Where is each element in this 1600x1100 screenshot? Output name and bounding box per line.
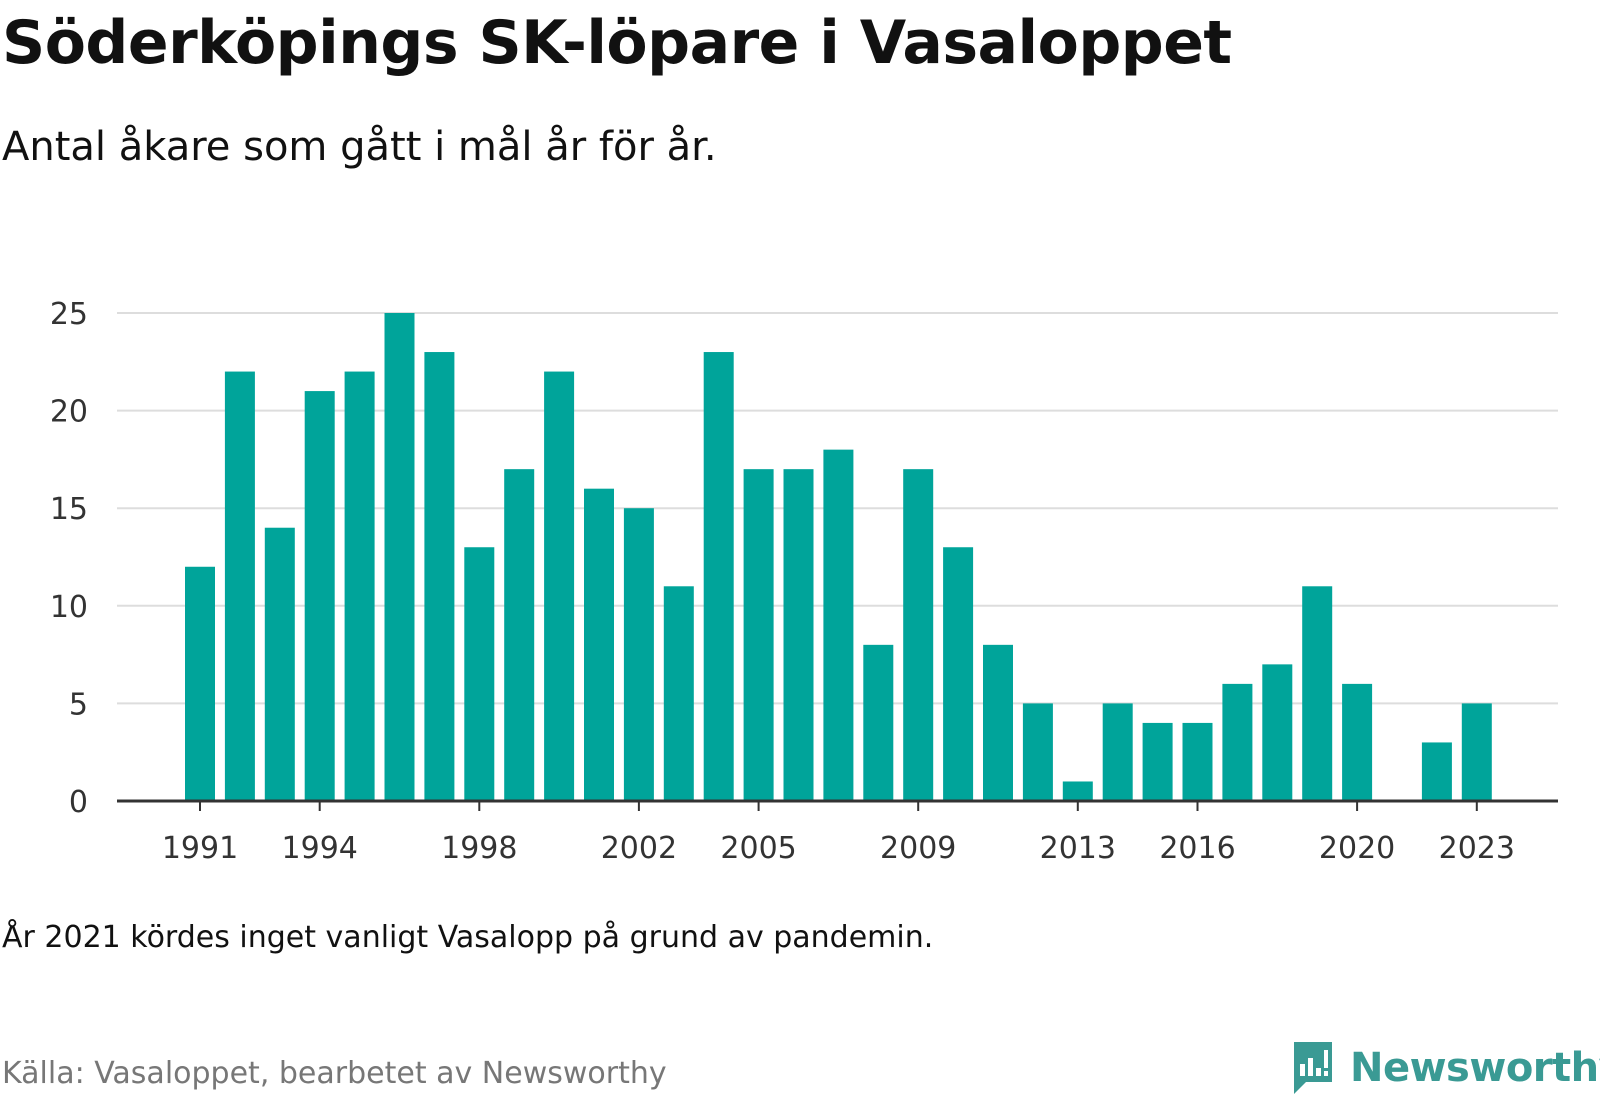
- y-tick-label: 25: [50, 297, 88, 332]
- bar-1995: [344, 371, 375, 801]
- bar-1991: [185, 566, 215, 801]
- chart-subtitle: Antal åkare som gått i mål år för år.: [2, 124, 717, 170]
- bar-2019: [1302, 586, 1333, 801]
- bar-1996: [384, 313, 415, 801]
- bar-2018: [1262, 664, 1293, 801]
- bar-2010: [943, 547, 974, 801]
- bar-2008: [863, 644, 894, 801]
- bar-2016: [1182, 722, 1213, 801]
- bar-2002: [623, 508, 654, 801]
- y-tick-label: 15: [50, 492, 88, 527]
- bar-1994: [304, 391, 335, 801]
- x-tick-label: 2005: [720, 831, 796, 866]
- bar-2009: [903, 469, 934, 801]
- x-tick-label: 1994: [282, 831, 358, 866]
- source-credit: Källa: Vasaloppet, bearbetet av Newswort…: [2, 1056, 667, 1091]
- bar-2015: [1142, 722, 1173, 801]
- bar-2020: [1342, 683, 1373, 801]
- x-tick-label: 2020: [1319, 831, 1395, 866]
- x-tick-label: 1991: [162, 831, 238, 866]
- bar-2003: [663, 586, 694, 801]
- bar-2004: [703, 352, 734, 801]
- bar-2017: [1222, 683, 1253, 801]
- y-tick-label: 10: [50, 590, 88, 625]
- bar-2022: [1421, 742, 1452, 801]
- y-tick-label: 20: [50, 395, 88, 430]
- x-tick-label: 2009: [880, 831, 956, 866]
- bar-chart: 0 5 10 15 20 25 1991 1994 1998 2002 2005 2009 2013 20…: [50, 297, 1558, 866]
- x-tick-label: 2016: [1159, 831, 1235, 866]
- y-tick-label: 5: [69, 687, 88, 722]
- bar-1999: [504, 469, 535, 801]
- x-tick-label: 2013: [1040, 831, 1116, 866]
- bar-2006: [783, 469, 814, 801]
- bar-2013: [1062, 781, 1093, 801]
- bar-2000: [544, 371, 575, 801]
- newsworthy-logo: Newsworthy: [1290, 1040, 1600, 1096]
- y-tick-label: 0: [69, 785, 88, 820]
- bar-2011: [983, 644, 1013, 801]
- chart-title: Söderköpings SK-löpare i Vasaloppet: [2, 8, 1232, 78]
- bar-2007: [823, 449, 854, 801]
- bar-2014: [1102, 703, 1133, 801]
- bar-2005: [743, 469, 774, 801]
- bar-2023: [1461, 703, 1492, 801]
- bar-1992: [224, 371, 255, 801]
- bar-2012: [1022, 703, 1053, 801]
- x-tick-label: 2023: [1439, 831, 1515, 866]
- bar-1997: [424, 352, 455, 801]
- logo-text: Newsworthy: [1350, 1045, 1600, 1091]
- newsworthy-logo-icon: [1294, 1042, 1332, 1094]
- bar-1998: [464, 547, 495, 801]
- chart-note: År 2021 kördes inget vanligt Vasalopp på…: [2, 920, 934, 955]
- x-tick-label: 2002: [601, 831, 677, 866]
- x-tick-label: 1998: [441, 831, 517, 866]
- bar-2001: [584, 488, 614, 801]
- bar-1993: [264, 527, 295, 801]
